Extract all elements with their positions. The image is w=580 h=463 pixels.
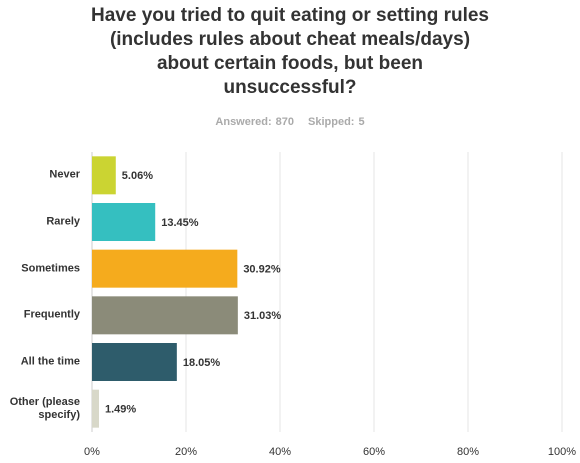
chart-title: about certain foods, but been — [157, 53, 423, 74]
value-label: 5.06% — [122, 170, 153, 182]
chart-title: unsuccessful? — [223, 77, 356, 98]
bar — [92, 389, 100, 428]
chart-title: (includes rules about cheat meals/days) — [110, 29, 470, 50]
value-label: 31.03% — [244, 310, 282, 322]
x-tick-label: 80% — [457, 446, 479, 458]
skipped-label: Skipped: — [308, 116, 354, 128]
bar — [92, 203, 156, 241]
x-tick-label: 0% — [84, 446, 100, 458]
y-tick-label: Never — [49, 168, 80, 181]
y-tick-label: Sometimes — [21, 262, 80, 275]
value-label: 18.05% — [183, 357, 221, 369]
x-tick-label: 20% — [175, 446, 197, 458]
y-tick-label: Frequently — [23, 308, 80, 321]
value-label: 30.92% — [243, 264, 281, 276]
y-tick-label: Other (please specify) — [9, 395, 80, 421]
bar — [92, 156, 116, 195]
x-tick-label: 100% — [548, 446, 576, 458]
x-tick-label: 40% — [269, 446, 291, 458]
y-tick-label: All the time — [20, 355, 80, 368]
value-label: 13.45% — [161, 217, 199, 229]
chart-title: Have you tried to quit eating or setting… — [91, 5, 489, 26]
y-tick-label: Rarely — [46, 215, 80, 228]
response-count: Answered: 870 Skipped: 5 — [215, 116, 364, 128]
answered-label: Answered: — [215, 116, 271, 128]
bar — [92, 249, 238, 288]
bar — [92, 343, 177, 381]
answered-value: 870 — [276, 116, 294, 128]
skipped-value: 5 — [358, 116, 364, 128]
x-tick-label: 60% — [363, 446, 385, 458]
value-label: 1.49% — [105, 404, 136, 416]
bar — [92, 296, 238, 335]
